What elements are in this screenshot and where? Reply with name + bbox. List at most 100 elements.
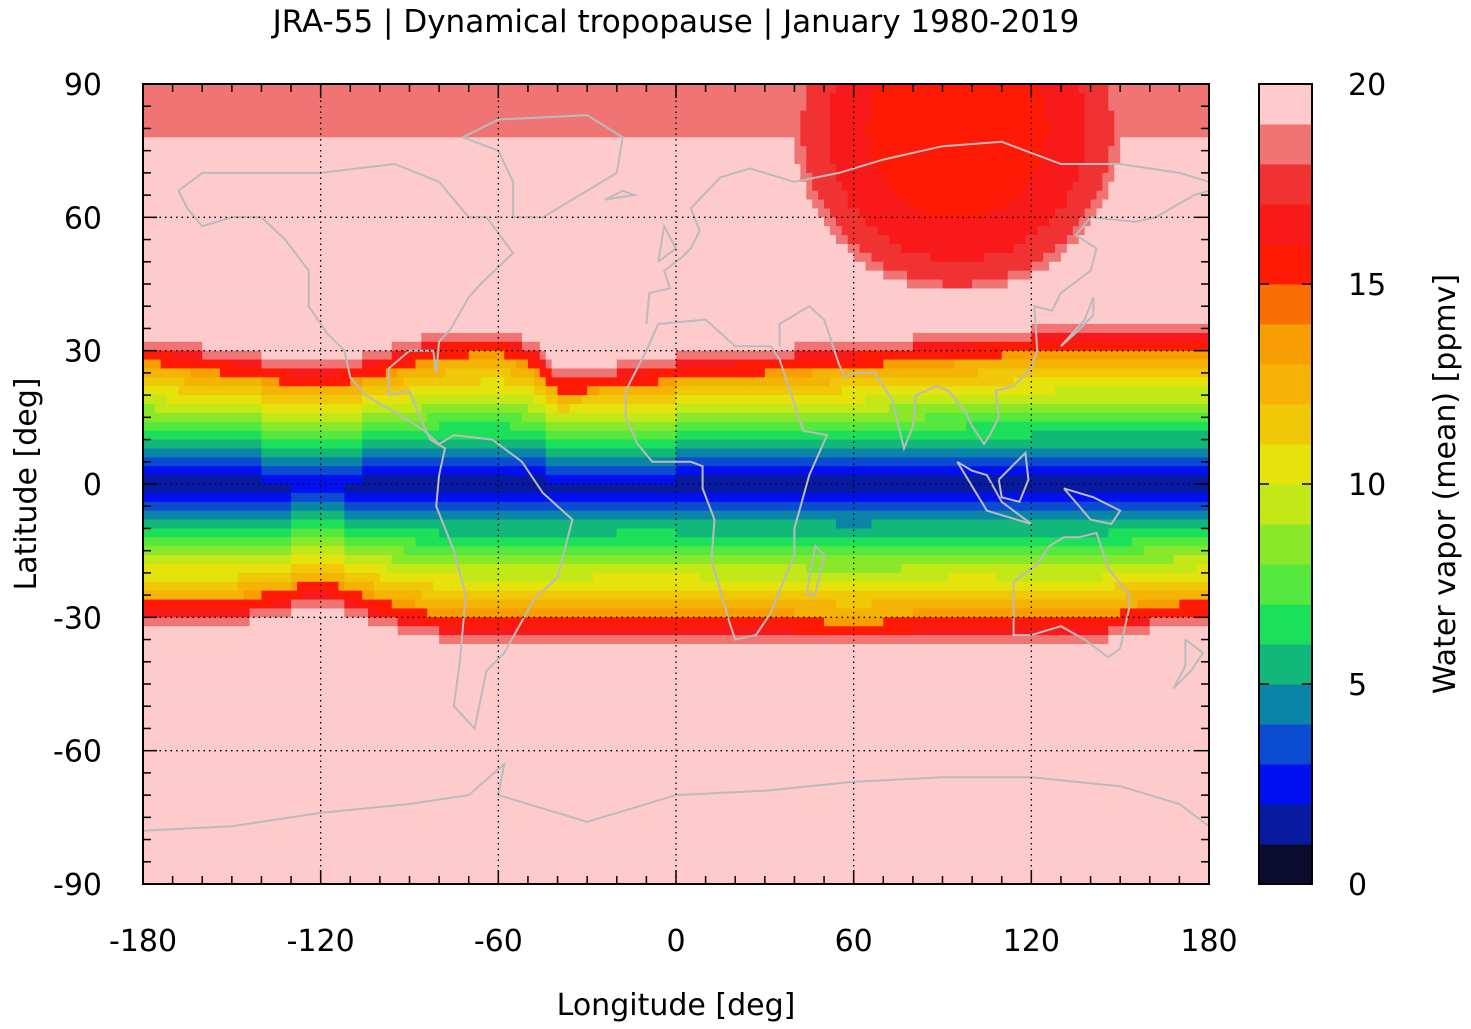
heatmap-cell [646, 368, 766, 378]
heatmap-cell [439, 341, 511, 352]
heatmap-cell [539, 350, 547, 361]
heatmap-cell [178, 386, 263, 396]
heatmap-cell [889, 404, 1209, 414]
heatmap-cell [593, 572, 701, 583]
heatmap-cell [510, 368, 535, 378]
heatmap-cell [841, 226, 878, 236]
heatmap-cell [368, 617, 399, 627]
heatmap-cell [143, 297, 1209, 307]
heatmap-cell [261, 448, 363, 458]
heatmap-cell [362, 475, 547, 485]
heatmap-cell [551, 359, 618, 370]
heatmap-cell [143, 537, 292, 547]
heatmap-cell [527, 404, 547, 414]
heatmap-cell [143, 786, 1209, 796]
heatmap-cell [569, 404, 677, 414]
heatmap-cell [794, 341, 914, 352]
heatmap-cell [794, 137, 801, 147]
x-tick-label: 180 [1180, 924, 1237, 959]
heatmap-cell [1078, 84, 1109, 94]
heatmap-cell [261, 350, 363, 361]
heatmap-cell [504, 377, 535, 387]
heatmap-cell [356, 599, 393, 610]
heatmap-cell [829, 377, 1015, 387]
heatmap-cell [433, 581, 1115, 592]
x-tick-label: -180 [109, 924, 177, 959]
heatmap-cell [1060, 252, 1209, 263]
heatmap-cell [332, 590, 363, 601]
heatmap-cell [1120, 146, 1209, 156]
heatmap-cell [533, 386, 547, 396]
heatmap-cell [143, 608, 251, 618]
heatmap-cell [143, 119, 801, 130]
colorbar-tick-label: 5 [1348, 668, 1367, 703]
y-tick-label: 30 [64, 335, 102, 370]
heatmap-cell [835, 235, 849, 245]
heatmap-cell [379, 608, 428, 618]
heatmap-cell [545, 386, 559, 396]
heatmap-cell [1120, 137, 1209, 147]
heatmap-cell [427, 608, 796, 618]
heatmap-cell [835, 217, 867, 227]
colorbar-tick-label: 0 [1348, 868, 1367, 903]
heatmap-cell [291, 546, 345, 556]
heatmap-cell [812, 172, 837, 183]
heatmap-cell [871, 101, 1044, 112]
colorbar [1259, 83, 1312, 885]
heatmap-cell [291, 510, 345, 521]
heatmap-cell [1108, 155, 1121, 165]
heatmap-cell [829, 92, 873, 103]
colorbar-swatch [1259, 244, 1312, 285]
heatmap-cell [1197, 564, 1209, 574]
heatmap-cell [557, 395, 582, 405]
heatmap-cell [143, 732, 1209, 743]
heatmap-cell [143, 617, 251, 627]
heatmap-cell [261, 457, 363, 467]
heatmap-cell [1108, 528, 1209, 538]
heatmap-cell [143, 564, 292, 574]
heatmap-cell [362, 421, 440, 432]
heatmap-cell [1007, 270, 1032, 281]
colorbar-swatch [1259, 204, 1312, 245]
heatmap-cell [143, 137, 796, 147]
heatmap-cell [261, 377, 280, 387]
heatmap-cell [143, 661, 1209, 672]
y-tick-label: 90 [64, 68, 102, 103]
heatmap-cell [291, 608, 345, 618]
heatmap-cell [1137, 599, 1180, 610]
x-tick-labels: -180 -120 -60 0 60 120 180 [109, 924, 1238, 959]
heatmap-cell [143, 555, 292, 565]
heatmap-cell [581, 395, 677, 405]
heatmap-cell [676, 475, 1209, 485]
heatmap-cell [439, 421, 511, 432]
heatmap-cell [1114, 119, 1209, 130]
heatmap-cell [539, 341, 796, 352]
colorbar-swatch [1259, 524, 1312, 565]
y-tick-label: -60 [53, 735, 102, 770]
colorbar-swatch [1259, 484, 1312, 525]
heatmap-cell [1108, 626, 1151, 636]
heatmap-cell [835, 172, 884, 183]
heatmap-cell [1049, 217, 1080, 227]
heatmap-cell [160, 359, 233, 370]
heatmap-cell [800, 137, 831, 147]
heatmap-cell [824, 199, 849, 210]
heatmap-cell [1043, 92, 1086, 103]
heatmap-cell [338, 368, 387, 378]
heatmap-cell [889, 181, 1027, 192]
heatmap-cell [972, 341, 1209, 352]
heatmap-cell [829, 146, 873, 156]
heatmap-cell [906, 199, 1009, 210]
heatmap-cell [1084, 137, 1115, 147]
heatmap-cell [1084, 226, 1209, 236]
heatmap-cell [143, 759, 1209, 770]
heatmap-cell [1031, 332, 1209, 343]
heatmap-cell [468, 350, 505, 361]
heatmap-cell [877, 226, 1038, 236]
heatmap-cell [1078, 217, 1092, 227]
heatmap-cell [824, 217, 837, 227]
heatmap-cell [291, 519, 345, 530]
heatmap-cell [545, 412, 677, 423]
heatmap-cell [243, 590, 263, 601]
heatmap-cell [924, 208, 991, 218]
